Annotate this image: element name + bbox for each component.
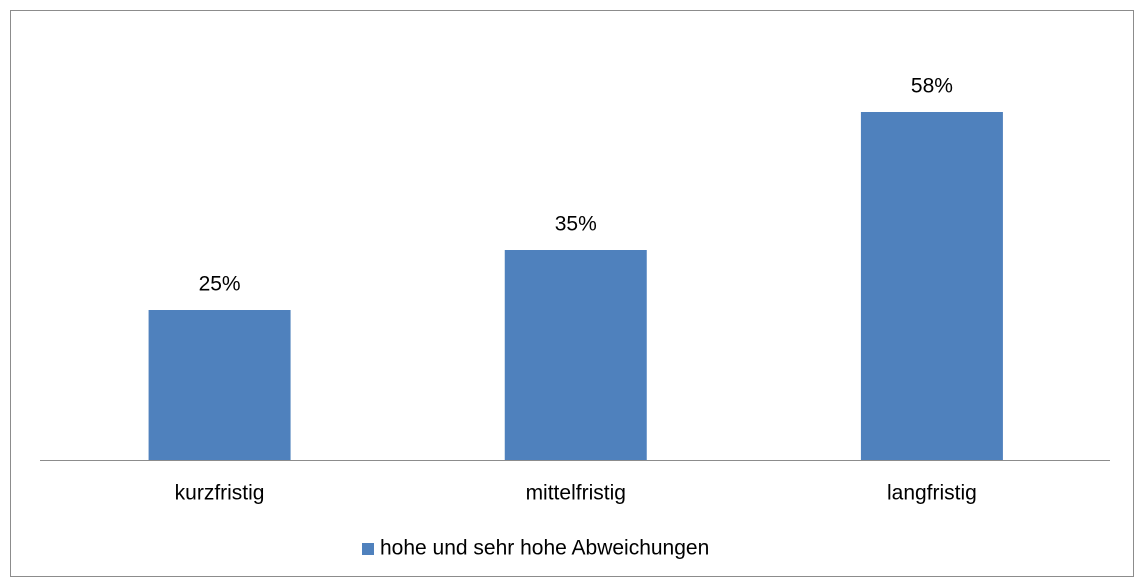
bar bbox=[148, 310, 291, 460]
bar bbox=[860, 112, 1003, 460]
x-tick-label: kurzfristig bbox=[175, 482, 265, 505]
bar bbox=[504, 250, 647, 460]
data-label: 58% bbox=[911, 75, 953, 98]
x-tick-label: mittelfristig bbox=[526, 482, 626, 505]
data-label: 35% bbox=[555, 213, 597, 236]
data-label: 25% bbox=[199, 273, 241, 296]
legend-label: hohe und sehr hohe Abweichungen bbox=[380, 537, 709, 560]
x-tick-label: langfristig bbox=[887, 482, 977, 505]
legend-swatch bbox=[362, 543, 374, 555]
